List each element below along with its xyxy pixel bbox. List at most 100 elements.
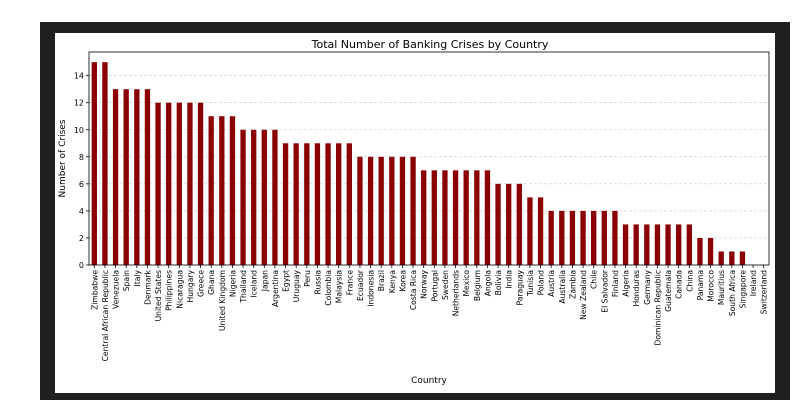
x-tick-label: Denmark <box>143 269 152 305</box>
bar <box>293 143 299 265</box>
x-axis: Zimbabwe Central African Republic Venezuel… <box>90 265 769 361</box>
bar <box>166 102 172 265</box>
bar <box>633 224 639 265</box>
x-tick-label: Malaysia <box>335 270 344 303</box>
bar <box>304 143 310 265</box>
bar <box>134 89 140 265</box>
x-tick-label: Chile <box>590 270 599 289</box>
bar <box>612 210 618 265</box>
x-tick-label: Tunisia <box>526 270 535 297</box>
x-tick-label: Angola <box>483 270 492 296</box>
y-axis: 0 2 4 6 8 10 12 14 <box>74 72 89 270</box>
bar <box>144 89 151 265</box>
x-tick-label: Ireland <box>749 270 758 296</box>
bar <box>580 210 586 265</box>
bar <box>229 116 236 265</box>
bar <box>176 102 182 265</box>
bar <box>187 102 193 265</box>
bar <box>282 143 289 265</box>
x-tick-label: New Zealand <box>579 270 588 320</box>
x-tick-label: Greece <box>197 270 206 297</box>
bar <box>399 156 406 265</box>
x-tick-label: Hungary <box>186 270 195 303</box>
bar <box>622 224 629 265</box>
x-tick-label: Argentina <box>271 270 280 307</box>
bar <box>325 143 331 265</box>
x-tick-label: Paraguay <box>515 269 524 305</box>
bar <box>516 183 522 265</box>
bar <box>367 156 374 265</box>
bar <box>644 224 650 265</box>
x-tick-label: United States <box>154 270 163 321</box>
x-tick-label: Zambia <box>568 270 577 299</box>
bars <box>91 62 746 266</box>
bar <box>729 251 735 265</box>
y-tick-label: 8 <box>79 153 84 162</box>
bar <box>506 183 512 265</box>
bar <box>569 210 576 265</box>
x-tick-label: Panama <box>696 270 705 300</box>
bar <box>123 89 129 265</box>
x-tick-label: Nicaragua <box>175 270 184 309</box>
x-tick-label: Sweden <box>441 270 450 300</box>
bar <box>697 237 703 265</box>
y-tick-label: 14 <box>74 72 84 81</box>
x-tick-label: Ecuador <box>356 269 365 301</box>
x-tick-label: Venezuela <box>112 270 121 309</box>
bar <box>91 62 97 266</box>
x-tick-label: Belgium <box>473 270 482 301</box>
x-tick-label: Italy <box>133 270 142 287</box>
bar <box>527 197 533 265</box>
bar <box>346 143 352 265</box>
y-tick-label: 0 <box>79 261 84 270</box>
bar <box>442 170 448 265</box>
x-tick-label: Colombia <box>324 270 333 306</box>
bar <box>452 170 459 265</box>
x-tick-label: India <box>505 270 514 289</box>
x-tick-label: Spain <box>122 270 131 291</box>
x-tick-label: Germany <box>643 269 652 304</box>
y-tick-label: 4 <box>79 207 84 216</box>
bar <box>601 210 607 265</box>
x-tick-label: France <box>345 270 354 296</box>
x-tick-label: Nigeria <box>228 270 237 297</box>
bar <box>378 156 384 265</box>
x-tick-label: Philippines <box>165 270 174 311</box>
x-tick-label: Central African Republic <box>101 270 110 361</box>
bar <box>251 129 257 265</box>
x-tick-label: El Salvador <box>600 269 609 313</box>
x-tick-label: Guatemala <box>664 270 673 312</box>
x-tick-label: Thailand <box>239 270 248 304</box>
bar <box>548 210 554 265</box>
bar <box>707 237 714 265</box>
bar <box>474 170 480 265</box>
bar <box>665 224 671 265</box>
x-tick-label: United Kingdom <box>218 270 227 331</box>
bar <box>591 210 597 265</box>
bar <box>314 143 321 265</box>
x-tick-label: Costa Rica <box>409 270 418 310</box>
x-tick-label: Kenya <box>388 270 397 293</box>
x-axis-label: Country <box>411 376 447 386</box>
bar <box>421 170 427 265</box>
y-tick-label: 6 <box>79 180 84 189</box>
x-tick-label: Uruguay <box>292 270 301 303</box>
bar <box>654 224 661 265</box>
x-tick-label: Mauritius <box>717 270 726 305</box>
x-tick-label: Morocco <box>707 270 716 302</box>
x-tick-label: Netherlands <box>452 270 461 316</box>
x-tick-label: Switzerland <box>760 270 769 314</box>
x-tick-label: Brazil <box>377 270 386 291</box>
bar <box>389 156 395 265</box>
y-tick-label: 10 <box>74 126 84 135</box>
bar <box>112 89 119 265</box>
plot-frame <box>88 51 770 266</box>
bar <box>272 129 278 265</box>
bar <box>559 210 565 265</box>
x-tick-label: Iceland <box>250 270 259 298</box>
bar <box>261 129 267 265</box>
bar <box>495 183 501 265</box>
bar <box>240 129 246 265</box>
x-tick-label: Honduras <box>632 270 641 307</box>
bar <box>484 170 491 265</box>
